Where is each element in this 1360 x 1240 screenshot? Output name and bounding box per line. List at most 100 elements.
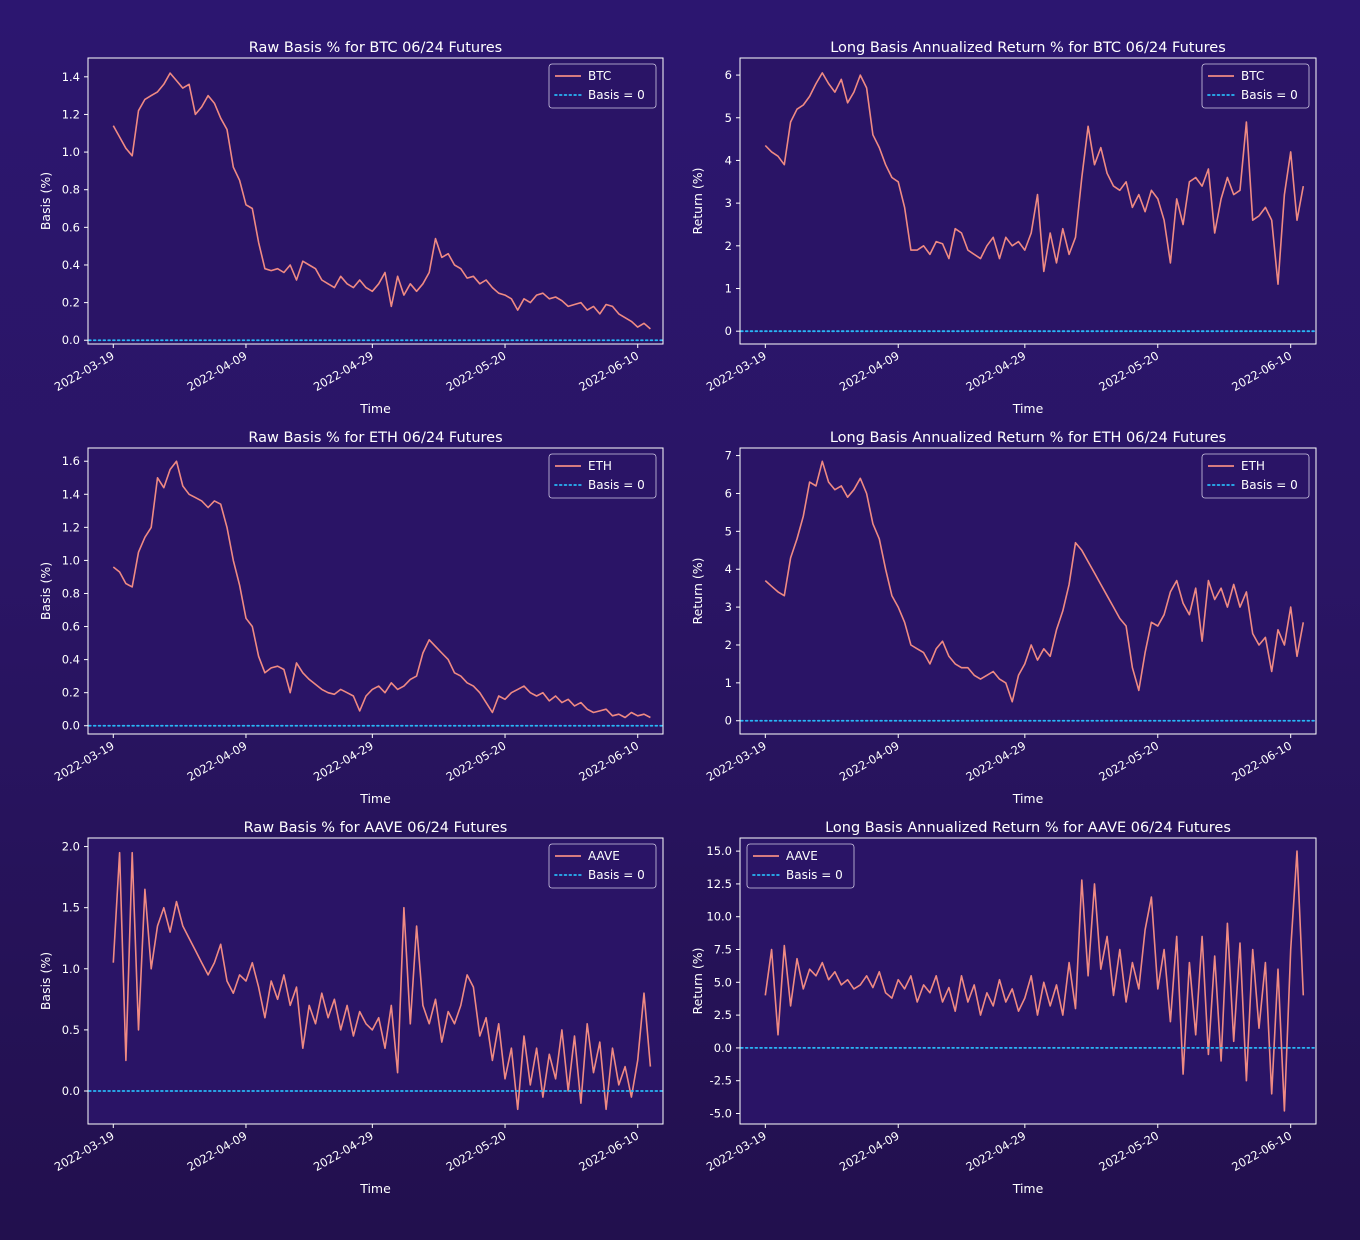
legend-box <box>1201 63 1310 109</box>
subplot-6: Long Basis Annualized Return % for AAVE … <box>690 820 1317 1196</box>
x-tick-label: 2022-03-19 <box>704 738 769 784</box>
x-axis-label: Time <box>359 791 391 806</box>
x-tick-label: 2022-03-19 <box>704 348 769 394</box>
legend-box <box>548 843 657 889</box>
x-tick-label: 2022-03-19 <box>52 348 117 394</box>
x-tick-label: 2022-03-19 <box>52 738 117 784</box>
legend-entry: AAVE <box>786 849 818 863</box>
y-tick-label: 1 <box>725 282 732 296</box>
legend-box <box>746 843 855 889</box>
subplot-4: Long Basis Annualized Return % for ETH 0… <box>690 430 1317 806</box>
y-tick-label: 5 <box>725 524 732 538</box>
legend-box <box>1201 453 1310 499</box>
series-line-eth <box>764 460 1305 703</box>
series-line-btc <box>764 72 1305 286</box>
y-tick-label: 0.4 <box>62 653 80 667</box>
y-tick-label: 12.5 <box>706 877 732 891</box>
legend-entry: BTC <box>588 69 611 83</box>
y-axis-label: Basis (%) <box>38 562 53 620</box>
subplot-3: Raw Basis % for ETH 06/24 Futures 0.0 0.2 0… <box>38 430 664 806</box>
series-line-eth <box>112 460 651 719</box>
x-tick-label: 2022-06-10 <box>1229 348 1294 394</box>
x-axis-label: Time <box>359 401 391 416</box>
y-tick-label: 4 <box>725 562 732 576</box>
x-axis-label: Time <box>1012 401 1044 416</box>
legend: BTC Basis = 0 <box>548 63 657 109</box>
legend: BTC Basis = 0 <box>1201 63 1310 109</box>
y-axis-label: Basis (%) <box>38 952 53 1010</box>
y-tick-label: 3 <box>725 600 732 614</box>
y-axis-label: Return (%) <box>690 557 705 624</box>
x-axis-label: Time <box>359 1181 391 1196</box>
x-tick-label: 2022-05-20 <box>1096 348 1161 394</box>
x-axis-label: Time <box>1012 1181 1044 1196</box>
x-tick-label: 2022-06-10 <box>576 738 641 784</box>
y-tick-label: 1.4 <box>62 70 80 84</box>
y-tick-label: 2.5 <box>714 1008 732 1022</box>
y-axis-label: Return (%) <box>690 167 705 234</box>
y-tick-label: 0.8 <box>62 586 80 600</box>
x-tick-label: 2022-04-09 <box>837 738 902 784</box>
series-line-btc <box>112 72 651 330</box>
subplot-2: Long Basis Annualized Return % for BTC 0… <box>690 40 1317 416</box>
x-tick-label: 2022-04-09 <box>185 738 250 784</box>
x-tick-label: 2022-06-10 <box>1229 738 1294 784</box>
legend-entry: BTC <box>1241 69 1264 83</box>
y-tick-label: 0.0 <box>62 1084 80 1098</box>
x-tick-label: 2022-03-19 <box>52 1128 117 1174</box>
x-tick-label: 2022-05-20 <box>1096 738 1161 784</box>
y-tick-label: 1.5 <box>62 901 80 915</box>
x-tick-label: 2022-04-09 <box>837 1128 902 1174</box>
x-tick-label: 2022-05-20 <box>444 1128 509 1174</box>
y-tick-label: 7.5 <box>714 943 732 957</box>
legend: AAVE Basis = 0 <box>746 843 855 889</box>
y-axis-label: Basis (%) <box>38 172 53 230</box>
axes-frame <box>739 447 1317 735</box>
axes-frame <box>739 57 1317 345</box>
y-tick-label: 0.2 <box>62 686 80 700</box>
legend-entry: Basis = 0 <box>588 868 645 882</box>
chart-title: Long Basis Annualized Return % for BTC 0… <box>830 40 1226 56</box>
y-tick-label: 2 <box>725 638 732 652</box>
legend-box <box>548 453 657 499</box>
y-tick-label: -2.5 <box>710 1074 732 1088</box>
legend-entry: ETH <box>588 459 612 473</box>
x-tick-label: 2022-04-29 <box>311 738 376 784</box>
legend-entry: Basis = 0 <box>786 868 843 882</box>
x-tick-label: 2022-05-20 <box>444 738 509 784</box>
y-tick-label: 1 <box>725 676 732 690</box>
y-tick-label: -5.0 <box>710 1107 732 1121</box>
axes-frame <box>739 837 1317 1125</box>
chart-title: Raw Basis % for ETH 06/24 Futures <box>248 430 502 446</box>
x-tick-label: 2022-04-29 <box>963 348 1028 394</box>
y-tick-label: 1.0 <box>62 145 80 159</box>
y-tick-label: 1.0 <box>62 962 80 976</box>
y-tick-label: 0.6 <box>62 220 80 234</box>
y-tick-label: 2.0 <box>62 840 80 854</box>
x-tick-label: 2022-04-09 <box>185 348 250 394</box>
y-tick-label: 1.0 <box>62 553 80 567</box>
y-tick-label: 6 <box>725 486 732 500</box>
axes-frame <box>87 837 664 1125</box>
x-tick-label: 2022-04-09 <box>185 1128 250 1174</box>
legend-entry: ETH <box>1241 459 1265 473</box>
y-tick-label: 0.0 <box>62 719 80 733</box>
y-tick-label: 1.2 <box>62 107 80 121</box>
x-tick-label: 2022-06-10 <box>576 348 641 394</box>
y-tick-label: 0.4 <box>62 258 80 272</box>
legend: ETH Basis = 0 <box>548 453 657 499</box>
y-tick-label: 3 <box>725 196 732 210</box>
y-tick-label: 10.0 <box>706 910 732 924</box>
x-tick-label: 2022-06-10 <box>576 1128 641 1174</box>
legend-entry: Basis = 0 <box>588 88 645 102</box>
legend: ETH Basis = 0 <box>1201 453 1310 499</box>
x-tick-label: 2022-04-09 <box>837 348 902 394</box>
y-tick-label: 5.0 <box>714 975 732 989</box>
chart-title: Raw Basis % for AAVE 06/24 Futures <box>244 820 508 836</box>
x-tick-label: 2022-04-29 <box>311 348 376 394</box>
y-tick-label: 0.6 <box>62 620 80 634</box>
y-tick-label: 0.2 <box>62 296 80 310</box>
y-tick-label: 5 <box>725 111 732 125</box>
series-line-aave <box>764 850 1305 1112</box>
